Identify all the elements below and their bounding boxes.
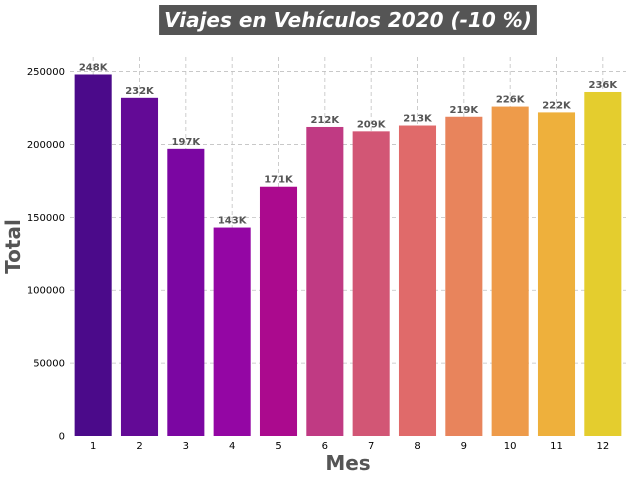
- bar-data-label: 232K: [125, 86, 155, 97]
- bar-data-label: 236K: [589, 80, 619, 91]
- x-axis-ticks: 1 2 3 4 5 6 7 8 9 10 11 12: [90, 441, 609, 452]
- y-axis-ticks: 0 50000 100000 150000 200000 250000: [27, 67, 65, 442]
- bar-data-label: 209K: [357, 119, 387, 130]
- x-tick-label: 9: [461, 441, 467, 452]
- bar-data-label: 213K: [403, 114, 433, 125]
- chart-title: Viajes en Vehículos 2020 (-10 %): [164, 8, 532, 32]
- bar-data-label: 143K: [218, 216, 248, 227]
- bar-data-label: 219K: [450, 105, 480, 116]
- bars: [74, 74, 622, 437]
- x-tick-label: 12: [596, 441, 609, 452]
- x-tick-label: 5: [275, 441, 281, 452]
- bar: [213, 227, 251, 436]
- x-tick-label: 11: [550, 441, 563, 452]
- y-tick-label: 100000: [27, 286, 65, 297]
- bar-data-label: 226K: [496, 95, 526, 106]
- x-axis-label: Mes: [325, 451, 370, 475]
- bar: [74, 74, 112, 436]
- bar: [306, 126, 344, 436]
- y-tick-label: 0: [59, 432, 65, 443]
- bar: [584, 91, 622, 436]
- y-tick-label: 50000: [33, 359, 65, 370]
- y-tick-label: 150000: [27, 213, 65, 224]
- x-tick-label: 4: [229, 441, 235, 452]
- bar-data-label: 248K: [79, 62, 109, 73]
- x-tick-label: 1: [90, 441, 96, 452]
- x-tick-label: 3: [183, 441, 189, 452]
- bar: [445, 116, 483, 436]
- bar: [491, 106, 529, 437]
- bar: [398, 125, 437, 436]
- bar-data-label: 222K: [542, 100, 572, 111]
- bar-data-label: 212K: [311, 115, 341, 126]
- bar: [537, 112, 576, 437]
- x-tick-label: 2: [136, 441, 142, 452]
- bar: [352, 131, 390, 437]
- x-tick-label: 7: [368, 441, 374, 452]
- data-labels: 248K 232K 197K 143K 171K 212K 209K 213K 219K 226K…: [79, 62, 619, 226]
- x-tick-label: 6: [322, 441, 328, 452]
- bar-data-label: 197K: [172, 137, 202, 148]
- bar: [167, 148, 205, 437]
- y-tick-label: 250000: [27, 67, 65, 78]
- chart-title-background: [159, 5, 537, 35]
- bar-data-label: 171K: [264, 175, 294, 186]
- x-tick-label: 8: [414, 441, 420, 452]
- bar: [259, 186, 298, 436]
- y-axis-label: Total: [1, 219, 25, 274]
- y-tick-label: 200000: [27, 140, 65, 151]
- bar: [120, 97, 159, 437]
- x-tick-label: 10: [504, 441, 517, 452]
